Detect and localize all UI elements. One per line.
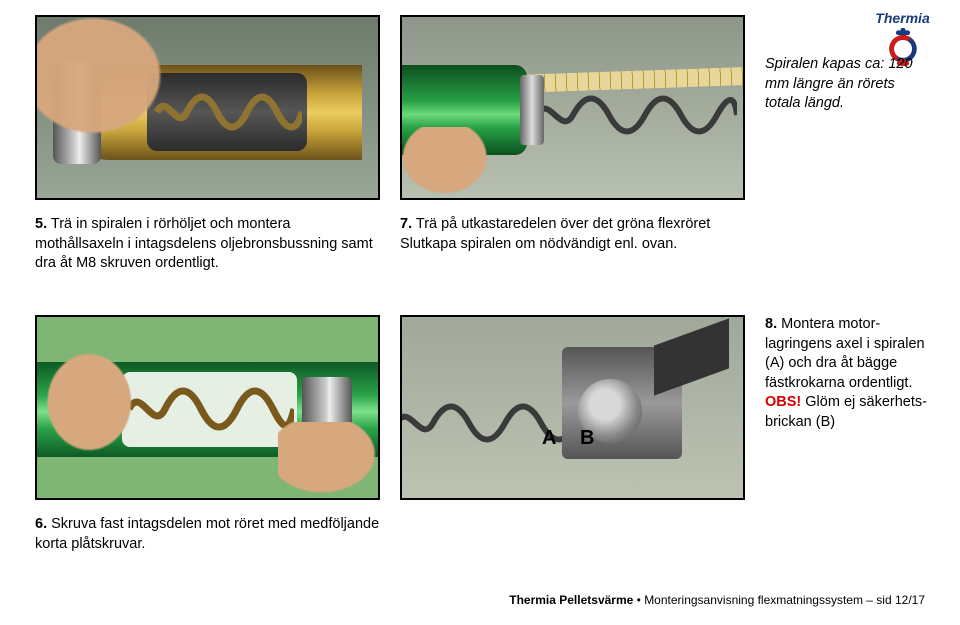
label-b: B [580, 427, 594, 450]
caption-step-5: 5. Trä in spiralen i rörhöljet och monte… [35, 215, 380, 274]
footer-brand: Thermia Pelletsvärme [509, 593, 633, 607]
step-text: Montera motor-lagringens axel i spiralen… [765, 316, 925, 391]
label-a: A [542, 427, 556, 450]
figure-step-5 [35, 15, 380, 200]
footer-sep: • [633, 593, 644, 607]
caption-step-6: 6. Skruva fast intagsdelen mot röret med… [35, 515, 380, 554]
obs-label: OBS! [765, 394, 801, 410]
step-number: 5. [35, 216, 47, 232]
spiral-icon [537, 87, 737, 142]
spiral-icon [129, 379, 294, 439]
note-spiral-length: Spiralen kapas ca: 120 mm längre än röre… [765, 55, 930, 114]
caption-step-8: 8. Montera motor-lagringens axel i spira… [765, 315, 935, 432]
figure-step-8: A B [400, 315, 745, 500]
step-number: 6. [35, 516, 47, 532]
step-text: Trä in spiralen i rörhöljet och montera … [35, 216, 373, 271]
step-number: 8. [765, 316, 777, 332]
figure-step-7 [400, 15, 745, 200]
page-footer: Thermia Pelletsvärme • Monteringsanvisni… [509, 593, 925, 607]
footer-doc: Monteringsanvisning flexmatningssystem –… [644, 593, 925, 607]
step-text: Skruva fast intagsdelen mot röret med me… [35, 516, 379, 552]
caption-step-7: 7. Trä på utkastaredelen över det gröna … [400, 215, 745, 254]
brand-logo-text: Thermia [865, 10, 940, 26]
figure-step-6 [35, 315, 380, 500]
spiral-icon [400, 395, 587, 450]
step-number: 7. [400, 216, 412, 232]
step-text: Trä på utkastaredelen över det gröna fle… [400, 216, 710, 252]
